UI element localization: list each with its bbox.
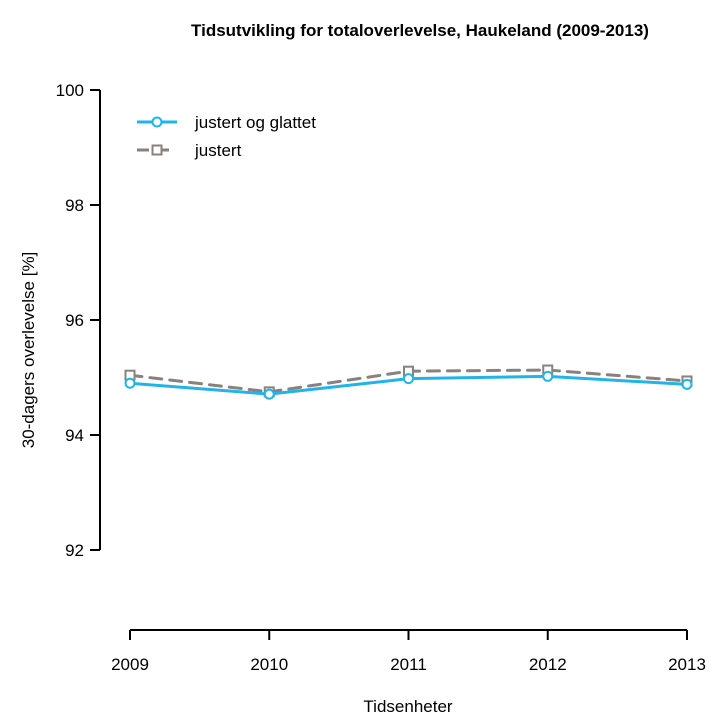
x-tick-label: 2011 <box>390 655 427 674</box>
x-tick-label: 2009 <box>111 655 149 674</box>
data-point-marker <box>681 378 693 390</box>
y-tick-label: 94 <box>65 426 84 445</box>
chart-title: Tidsutvikling for totaloverlevelse, Hauk… <box>191 21 649 40</box>
legend-marker <box>151 116 163 128</box>
y-tick-label: 98 <box>65 196 84 215</box>
y-tick-label: 92 <box>65 541 84 560</box>
data-point-marker <box>263 388 275 400</box>
y-tick-label: 96 <box>65 311 84 330</box>
data-point-marker <box>124 377 136 389</box>
x-tick-label: 2013 <box>668 655 706 674</box>
legend-label: justert <box>194 141 242 160</box>
data-point-marker <box>542 370 554 382</box>
legend-label: justert og glattet <box>194 113 316 132</box>
y-tick-label: 100 <box>56 81 84 100</box>
data-point-marker <box>403 373 414 385</box>
x-axis-label: Tidsenheter <box>363 697 452 716</box>
x-tick-label: 2010 <box>250 655 288 674</box>
x-tick-label: 2012 <box>529 655 567 674</box>
plot-layer: 92 94 96 98 100 2009 2010 2011 2012 2013 justert o… <box>56 81 706 674</box>
legend-marker <box>151 144 163 156</box>
y-axis-label: 30-dagers overlevelse [%] <box>19 252 38 449</box>
